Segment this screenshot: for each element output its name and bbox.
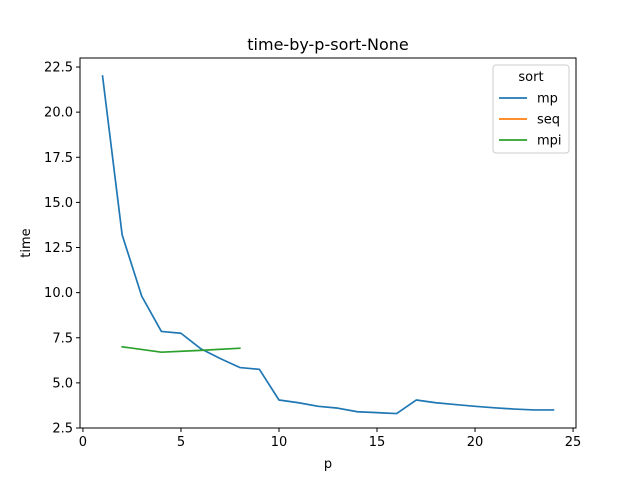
x-tick-label: 25 [565,435,582,450]
legend-label-mp: mp [537,92,558,107]
legend-title: sort [518,70,543,85]
y-tick-label: 10.0 [44,286,73,301]
y-tick-label: 22.5 [44,61,73,76]
y-tick-label: 7.5 [52,331,73,346]
x-tick-label: 5 [177,435,185,450]
y-axis: 2.5 5.0 7.5 10.0 12.5 15.0 17.5 20.0 22.5 [44,61,80,437]
y-tick-label: 12.5 [44,241,73,256]
chart-title: time-by-p-sort-None [247,35,408,54]
legend: sort mp seq mpi [492,64,570,154]
axes-frame [79,57,577,429]
y-tick-label: 17.5 [44,151,73,166]
series-line-mp [101,75,555,415]
y-tick-label: 20.0 [44,106,73,121]
x-tick-label: 0 [79,435,87,450]
y-axis-label: time [19,228,34,257]
legend-entries: mp seq mpi [499,92,562,149]
x-axis: 0 5 10 15 20 25 [79,428,582,450]
y-tick-label: 2.5 [52,422,73,437]
legend-label-mpi: mpi [537,134,562,149]
plot-area [101,75,555,415]
x-axis-label: p [324,457,332,472]
legend-box [492,64,570,154]
y-tick-label: 15.0 [44,196,73,211]
legend-label-seq: seq [537,113,560,128]
y-tick-label: 5.0 [52,376,73,391]
series-line-mpi [121,345,241,354]
x-tick-label: 20 [467,435,484,450]
x-tick-label: 10 [271,435,288,450]
x-tick-label: 15 [369,435,386,450]
